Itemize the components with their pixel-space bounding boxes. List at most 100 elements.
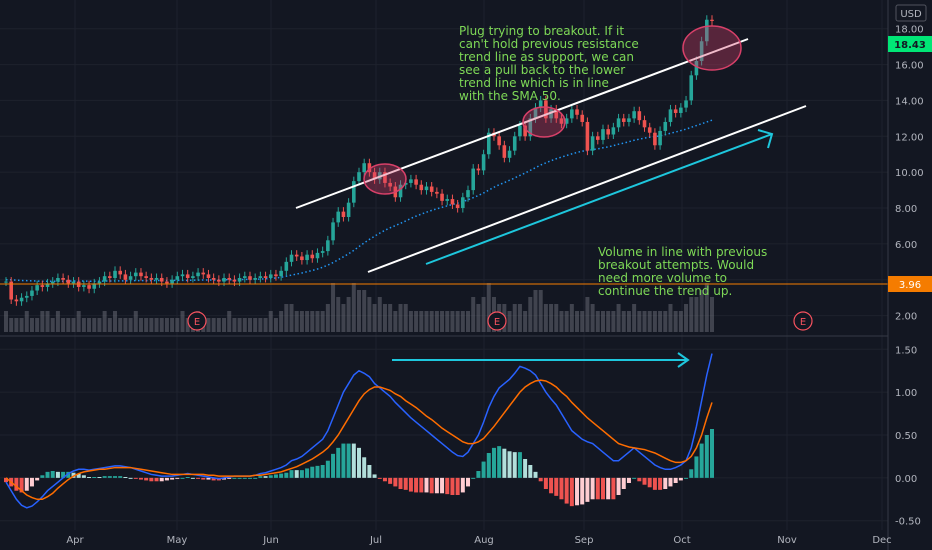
macd-histogram-bar bbox=[491, 447, 496, 478]
volume-bar bbox=[481, 297, 486, 332]
candle-body bbox=[268, 274, 273, 278]
candle-body bbox=[611, 127, 616, 135]
volume-bar bbox=[382, 304, 387, 332]
candle-body bbox=[24, 295, 29, 298]
volume-bar bbox=[694, 297, 699, 332]
candle-body bbox=[315, 252, 320, 259]
macd-histogram-bar bbox=[331, 453, 336, 478]
candle-body bbox=[632, 111, 636, 119]
earnings-marker-3[interactable]: E bbox=[793, 311, 813, 331]
candle-body bbox=[595, 136, 600, 140]
candle-body bbox=[512, 136, 517, 151]
candle-body bbox=[564, 118, 569, 124]
volume-bar bbox=[616, 304, 621, 332]
candle-body bbox=[429, 186, 434, 192]
candle-body bbox=[616, 118, 621, 128]
macd-histogram-bar bbox=[66, 471, 71, 478]
candle-body bbox=[440, 193, 444, 201]
candle-body bbox=[165, 281, 169, 284]
candle-body bbox=[82, 285, 86, 287]
macd-histogram-bar bbox=[180, 477, 185, 479]
macd-histogram-bar bbox=[575, 477, 580, 506]
last-price-badge-bg bbox=[888, 36, 932, 52]
candle-body bbox=[502, 145, 507, 158]
macd-histogram-bar bbox=[102, 476, 107, 478]
candle-body bbox=[409, 179, 413, 183]
candle-body bbox=[621, 118, 626, 122]
macd-histogram-bar bbox=[699, 443, 704, 478]
volume-bar bbox=[652, 311, 657, 332]
macd-lines bbox=[5, 353, 713, 509]
macd-histogram-bar bbox=[626, 477, 631, 483]
candle-body bbox=[497, 136, 501, 146]
volume-bar bbox=[92, 318, 97, 332]
macd-tick-label: 0.50 bbox=[895, 431, 917, 442]
candle-body bbox=[523, 125, 527, 137]
volume-bar bbox=[222, 318, 227, 332]
candle-body bbox=[118, 270, 123, 275]
volume-bar bbox=[123, 318, 128, 332]
macd-histogram-bar bbox=[123, 477, 128, 478]
volume-bar bbox=[289, 304, 294, 332]
candle-body bbox=[362, 163, 366, 173]
macd-histogram-bar bbox=[668, 477, 673, 487]
candle-body bbox=[367, 163, 372, 173]
currency-button[interactable]: USD bbox=[895, 4, 927, 22]
volume-bar bbox=[445, 311, 450, 332]
volume-bar bbox=[273, 318, 278, 332]
earnings-marker-label: E bbox=[194, 317, 200, 328]
macd-histogram-bar bbox=[315, 465, 320, 478]
volume-bar bbox=[471, 297, 476, 332]
volume-bar bbox=[154, 318, 159, 332]
macd-histogram-bar bbox=[320, 465, 325, 478]
macd-histogram-bar bbox=[154, 477, 159, 482]
candle-body bbox=[227, 277, 232, 280]
volume-bar bbox=[689, 297, 694, 332]
earnings-marker-1[interactable]: E bbox=[187, 311, 207, 331]
macd-histogram-bar bbox=[284, 472, 289, 478]
macd-histogram-bar bbox=[434, 477, 439, 494]
candle-body bbox=[559, 118, 564, 124]
volume-bar bbox=[424, 311, 429, 332]
macd-histogram bbox=[4, 429, 714, 507]
volume-bar bbox=[632, 304, 637, 332]
macd-histogram-bar bbox=[382, 477, 387, 482]
candle-body bbox=[66, 279, 71, 284]
candle-body bbox=[19, 297, 24, 302]
macd-histogram-bar bbox=[325, 460, 330, 478]
macd-histogram-bar bbox=[305, 468, 310, 478]
candle-body bbox=[40, 285, 45, 287]
top-annotation-line: trend line as support, we can bbox=[459, 50, 634, 64]
volume-bar bbox=[538, 290, 543, 332]
candle-body bbox=[50, 281, 55, 284]
volume-bar bbox=[455, 311, 460, 332]
price-tick-label: 14.00 bbox=[895, 96, 924, 107]
resistance-touch-1 bbox=[363, 163, 407, 195]
volume-bar bbox=[673, 311, 678, 332]
macd-histogram-bar bbox=[92, 477, 97, 478]
volume-bar bbox=[517, 304, 522, 332]
macd-histogram-bar bbox=[222, 477, 227, 480]
volume-bar bbox=[543, 304, 548, 332]
macd-histogram-bar bbox=[528, 465, 533, 478]
candle-body bbox=[627, 118, 631, 122]
candle-body bbox=[258, 276, 263, 278]
volume-bar bbox=[232, 318, 237, 332]
macd-histogram-bar bbox=[512, 452, 517, 478]
macd-histogram-bar bbox=[481, 461, 486, 478]
macd-histogram-bar bbox=[263, 476, 268, 478]
macd-histogram-bar bbox=[689, 469, 694, 478]
macd-histogram-bar bbox=[128, 477, 133, 479]
candle-body bbox=[486, 132, 491, 155]
macd-histogram-bar bbox=[247, 477, 252, 479]
volume-bar bbox=[658, 311, 663, 332]
volume-bar bbox=[325, 304, 330, 332]
earnings-marker-2[interactable]: E bbox=[487, 311, 507, 331]
volume-bar bbox=[40, 311, 45, 332]
macd-histogram-bar bbox=[533, 471, 538, 478]
macd-histogram-bar bbox=[232, 477, 237, 479]
volume-bar bbox=[600, 311, 605, 332]
candle-body bbox=[217, 279, 221, 282]
macd-histogram-bar bbox=[388, 477, 393, 484]
